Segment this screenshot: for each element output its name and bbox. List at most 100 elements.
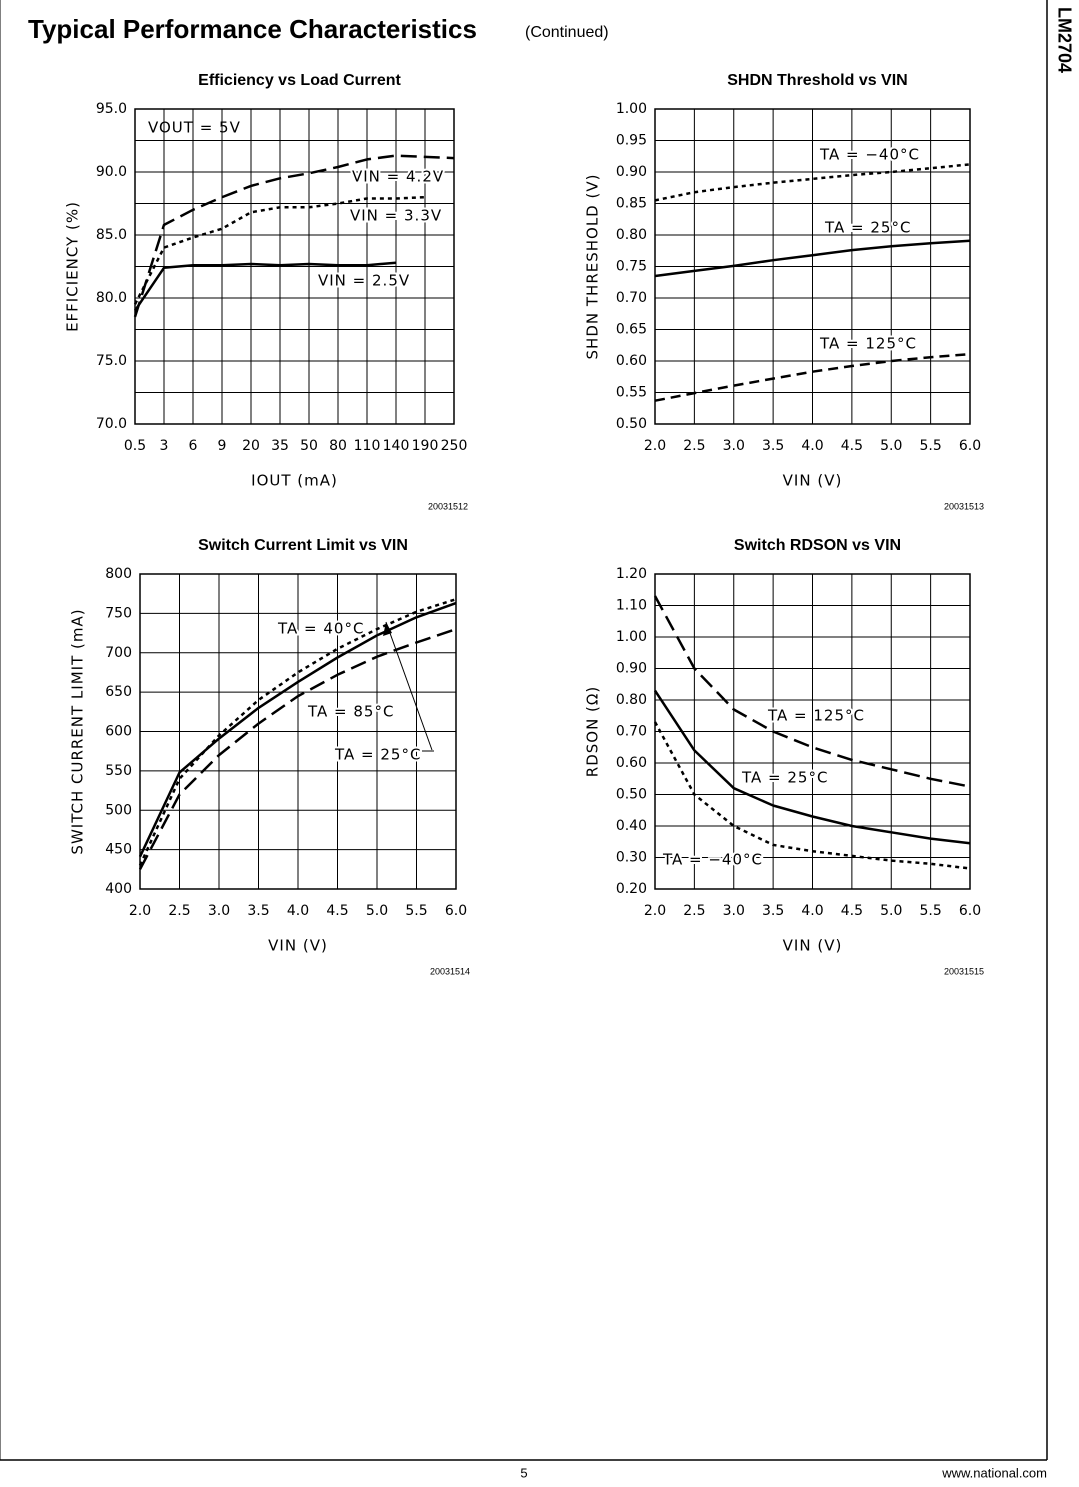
x-tick-label: 4.5 [841, 903, 863, 919]
series-line [654, 239, 971, 278]
page-title: Typical Performance Characteristics [28, 14, 477, 44]
x-tick-label: 9 [218, 438, 227, 454]
series-label: VIN = 3.3V [350, 207, 442, 225]
y-tick-label: 700 [105, 645, 132, 661]
x-tick-label: 250 [441, 438, 468, 454]
y-tick-label: 0.85 [616, 196, 647, 212]
y-tick-label: 0.30 [616, 850, 647, 866]
x-axis-title: IOUT (mA) [251, 472, 338, 490]
figure-id: 20031514 [430, 966, 470, 976]
x-tick-label: 5.5 [405, 903, 427, 919]
y-axis-title: SHDN THRESHOLD (V) [584, 174, 602, 360]
y-tick-label: 0.40 [616, 818, 647, 834]
y-tick-label: 800 [105, 566, 132, 582]
x-tick-label: 190 [412, 438, 439, 454]
series-line [138, 598, 457, 866]
x-tick-label: 5.0 [880, 903, 902, 919]
page-number: 5 [520, 1465, 527, 1480]
series-line [133, 195, 426, 305]
y-tick-label: 500 [105, 802, 132, 818]
y-tick-label: 90.0 [96, 164, 127, 180]
series-line [653, 595, 971, 788]
x-tick-label: 3.5 [762, 903, 784, 919]
y-tick-label: 0.95 [616, 133, 647, 149]
x-tick-label: 2.0 [644, 903, 666, 919]
side-label: LM2704 [1054, 7, 1074, 73]
y-tick-label: 1.10 [616, 598, 647, 614]
x-tick-label: 4.0 [801, 438, 823, 454]
x-tick-label: 4.0 [801, 903, 823, 919]
y-tick-label: 85.0 [96, 227, 127, 243]
y-axis-title: RDSON (Ω) [584, 686, 602, 777]
x-tick-label: 4.5 [841, 438, 863, 454]
series-line [654, 163, 971, 202]
y-tick-label: 0.20 [616, 881, 647, 897]
chart-title: Switch Current Limit vs VIN [198, 537, 408, 554]
x-tick-label: 6 [189, 438, 198, 454]
y-tick-label: 650 [105, 684, 132, 700]
series-label: TA = 40°C [277, 620, 364, 638]
series-label: TA = 25°C [334, 746, 421, 764]
y-tick-label: 0.55 [616, 385, 647, 401]
x-tick-label: 2.0 [644, 438, 666, 454]
x-tick-label: 5.5 [919, 903, 941, 919]
figure-id: 20031512 [428, 501, 468, 511]
annotation: VOUT = 5V [148, 119, 241, 137]
series-label: TA = 25°C [741, 769, 828, 787]
x-tick-label: 5.5 [919, 438, 941, 454]
y-tick-label: 0.60 [616, 353, 647, 369]
series-label: TA = 125°C [819, 335, 917, 353]
x-tick-label: 35 [271, 438, 289, 454]
x-tick-label: 3.5 [762, 438, 784, 454]
y-tick-label: 75.0 [96, 353, 127, 369]
series-line [138, 627, 457, 870]
x-tick-label: 110 [354, 438, 381, 454]
x-tick-label: 3.0 [723, 903, 745, 919]
y-tick-label: 550 [105, 763, 132, 779]
x-tick-label: 3.0 [723, 438, 745, 454]
series-line [654, 352, 971, 402]
chart-title: SHDN Threshold vs VIN [727, 72, 907, 89]
y-tick-label: 0.70 [616, 724, 647, 740]
y-tick-label: 400 [105, 881, 132, 897]
x-tick-label: 6.0 [959, 438, 981, 454]
y-tick-label: 0.75 [616, 259, 647, 275]
series-line [133, 154, 455, 318]
x-tick-label: 20 [242, 438, 260, 454]
x-tick-label: 3.5 [247, 903, 269, 919]
y-tick-label: 1.00 [616, 629, 647, 645]
chart-title: Efficiency vs Load Current [198, 72, 401, 89]
y-tick-label: 0.65 [616, 322, 647, 338]
y-tick-label: 450 [105, 842, 132, 858]
x-tick-label: 80 [329, 438, 347, 454]
x-tick-label: 4.5 [326, 903, 348, 919]
x-tick-label: 5.0 [366, 903, 388, 919]
x-tick-label: 6.0 [959, 903, 981, 919]
x-tick-label: 3 [160, 438, 169, 454]
series-label: TA = −40°C [662, 851, 763, 869]
y-tick-label: 0.70 [616, 290, 647, 306]
page-subtitle: (Continued) [525, 24, 609, 41]
plot-frame [654, 573, 971, 890]
y-tick-label: 95.0 [96, 101, 127, 117]
y-tick-label: 0.90 [616, 164, 647, 180]
series-label: VIN = 2.5V [318, 272, 410, 290]
series-line [653, 721, 971, 870]
plot-frame [654, 108, 971, 425]
x-tick-label: 2.0 [129, 903, 151, 919]
pointer-line [385, 621, 433, 751]
y-tick-label: 80.0 [96, 290, 127, 306]
series-line [138, 601, 457, 858]
y-tick-label: 600 [105, 724, 132, 740]
y-tick-label: 1.00 [616, 101, 647, 117]
y-tick-label: 0.80 [616, 227, 647, 243]
y-tick-label: 0.90 [616, 661, 647, 677]
series-label: TA = −40°C [819, 146, 920, 164]
x-tick-label: 140 [383, 438, 410, 454]
series-line [653, 689, 971, 845]
y-tick-label: 0.50 [616, 416, 647, 432]
figure-id: 20031515 [944, 966, 984, 976]
series-label: TA = 85°C [307, 703, 394, 721]
x-tick-label: 2.5 [683, 438, 705, 454]
y-tick-label: 0.60 [616, 755, 647, 771]
